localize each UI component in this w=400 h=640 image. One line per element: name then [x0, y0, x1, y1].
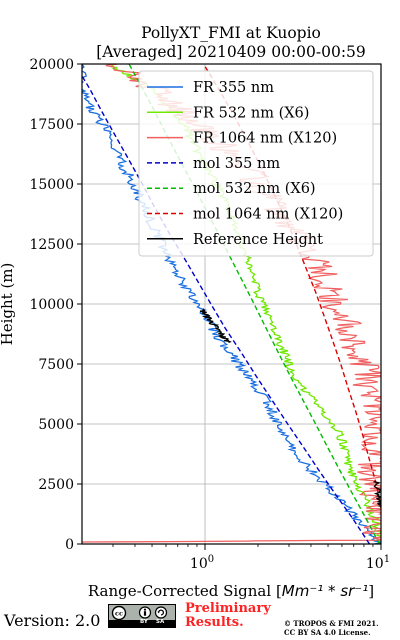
y-axis-label: Height (m) [0, 263, 16, 346]
x-axis-label-unit: Mm⁻¹ * sr⁻¹ [282, 582, 368, 600]
legend-label: FR 532 nm (X6) [193, 105, 309, 121]
y-tick-label: 5000 [38, 417, 74, 433]
legend-label: FR 1064 nm (X120) [193, 131, 337, 147]
legend-label: mol 532 nm (X6) [193, 181, 316, 197]
y-tick-label: 15000 [29, 177, 74, 193]
cc-badge-strip: BY SA [109, 619, 175, 627]
series-line-extra [373, 480, 381, 508]
legend: FR 355 nm FR 532 nm (X6) FR 1064 nm (X120)… [138, 70, 374, 257]
series-6 [199, 308, 381, 508]
y-tick-label: 12500 [29, 237, 74, 253]
cc-icons: cc [111, 605, 168, 620]
x-axis-label-prefix: Range-Corrected Signal [ [88, 582, 282, 600]
svg-text:cc: cc [115, 610, 123, 618]
y-tick-label: 10000 [29, 297, 74, 313]
cc-badge-by: BY [140, 619, 148, 625]
cc-badge-sa: SA [156, 619, 165, 625]
y-tick-label: 20000 [29, 57, 74, 73]
axis-ticks: 0 2500 5000 7500 10000 12500 15000 17500 20000 10… [29, 57, 390, 572]
series-line [82, 75, 371, 544]
legend-label: Reference Height [193, 232, 323, 248]
y-tick-label: 2500 [38, 477, 74, 493]
y-tick-label: 0 [65, 537, 74, 553]
cc-license-badge: cc BY SA [108, 604, 176, 628]
preliminary-line2: Results. [185, 615, 244, 630]
legend-label: mol 1064 nm (X120) [193, 207, 343, 223]
preliminary-line1: Preliminary [185, 601, 271, 616]
x-tick-label: 100 [190, 554, 214, 572]
x-axis-label-suffix: ] [368, 582, 374, 600]
x-tick-label: 101 [366, 554, 390, 572]
preliminary-results-note: Preliminary Results. [185, 602, 271, 630]
copyright-line1: © TROPOS & FMI 2021. [284, 619, 379, 628]
legend-label: FR 355 nm [193, 80, 274, 96]
y-tick-label: 17500 [29, 117, 74, 133]
series-line [199, 308, 232, 344]
cc-icon [111, 605, 127, 620]
legend-box [138, 70, 374, 257]
copyright-line2: CC BY SA 4.0 License. [284, 627, 371, 637]
x-axis-label: Range-Corrected Signal [Mm⁻¹ * sr⁻¹] [88, 582, 374, 600]
sa-icon [154, 606, 168, 619]
chart-title-line2: [Averaged] 20210409 00:00-00:59 [96, 43, 366, 61]
version-label: Version: 2.0 [4, 611, 101, 630]
copyright-notice: © TROPOS & FMI 2021. CC BY SA 4.0 Licens… [284, 619, 379, 637]
chart-title-line1: PollyXT_FMI at Kuopio [141, 24, 321, 42]
legend-label: mol 355 nm [193, 156, 280, 172]
series-3 [82, 75, 371, 544]
y-tick-label: 7500 [38, 357, 74, 373]
